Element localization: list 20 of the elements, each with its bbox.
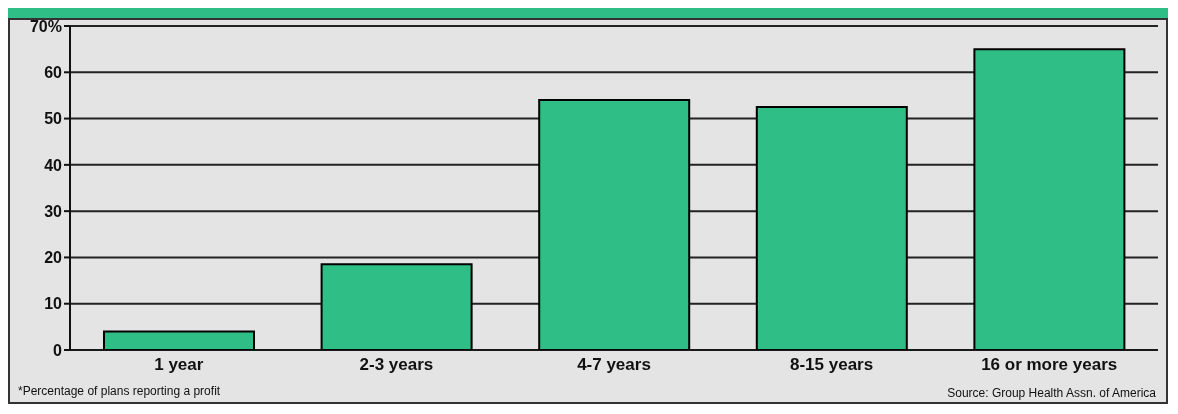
x-tick-label: 1 year xyxy=(154,355,204,375)
bar xyxy=(755,106,908,350)
x-tick-label: 2-3 years xyxy=(359,355,434,375)
bar xyxy=(103,330,255,350)
x-tick-label: 8-15 years xyxy=(790,355,874,375)
source-note: Source: Group Health Assn. of America xyxy=(947,386,1156,400)
text: *Percentage of plans reporting a profit xyxy=(18,384,221,398)
x-tick-label: 4-7 years xyxy=(577,355,651,375)
y-tick-label: 60 xyxy=(44,63,63,81)
y-tick-label: 30 xyxy=(44,202,63,220)
y-tick-label: 20 xyxy=(44,249,63,267)
y-tick-label: 50 xyxy=(44,110,63,128)
y-tick-label: 0 xyxy=(53,341,63,359)
x-tick-label: 16 or more years xyxy=(981,355,1118,375)
bar xyxy=(320,263,473,350)
y-tick-label: 40 xyxy=(44,156,63,174)
y-tick-label: 70% xyxy=(29,17,62,35)
bar xyxy=(538,99,691,350)
bar xyxy=(973,48,1126,350)
y-tick-label: 10 xyxy=(44,295,63,313)
